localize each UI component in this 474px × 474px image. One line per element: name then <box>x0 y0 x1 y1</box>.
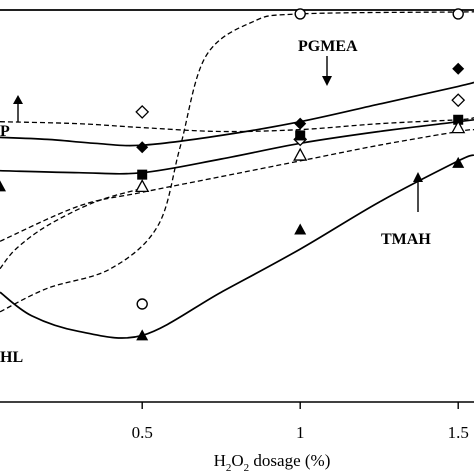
chart-annotations: PGMEA TMAH P HL <box>0 38 431 366</box>
x-tick-label-2: 1.5 <box>448 423 469 442</box>
hl-partial-label: HL <box>0 349 23 366</box>
pgmea-label: PGMEA <box>298 38 358 55</box>
x-axis-title: H2O2 dosage (%) <box>214 451 331 474</box>
series-2-curve <box>0 81 474 147</box>
series-2-point-1 <box>294 117 307 130</box>
series-4-point-1 <box>295 130 306 141</box>
series-5-point-2 <box>451 120 466 134</box>
series-5-curve <box>0 128 474 242</box>
series-0-point-1 <box>294 8 306 20</box>
x-tick-label-1: 1 <box>296 423 305 442</box>
tmah-arrow <box>413 172 423 212</box>
series-6-point-2 <box>294 223 307 235</box>
series-3-point-0 <box>135 105 150 119</box>
series-2-point-0 <box>136 141 149 154</box>
series-0-point-2 <box>452 8 464 20</box>
tmah-label: TMAH <box>381 231 431 248</box>
series-4-point-2 <box>453 114 464 125</box>
series-4-curve <box>0 118 474 175</box>
series-6-point-1 <box>136 329 149 341</box>
series-6-point-0 <box>0 180 6 192</box>
chart-axes: 0.5 1 1.5 <box>0 401 474 442</box>
chart-markers <box>0 8 466 341</box>
series-5-point-0 <box>135 179 150 193</box>
series-3-curve <box>0 117 474 133</box>
series-5-point-1 <box>293 147 308 161</box>
series-6-curve <box>0 154 474 339</box>
pgmea-arrow <box>322 56 332 86</box>
series-0-point-0 <box>136 298 148 310</box>
series-3-point-2 <box>451 93 466 108</box>
series-2-point-2 <box>452 62 465 75</box>
series-6-point-3 <box>452 156 465 168</box>
series-4-point-0 <box>137 169 148 180</box>
chart-curves <box>0 9 474 339</box>
p-arrow <box>13 95 23 122</box>
series-7-curve <box>0 187 143 270</box>
series-0-curve <box>0 11 474 313</box>
p-partial-label: P <box>0 123 10 140</box>
x-tick-label-0: 0.5 <box>132 423 153 442</box>
